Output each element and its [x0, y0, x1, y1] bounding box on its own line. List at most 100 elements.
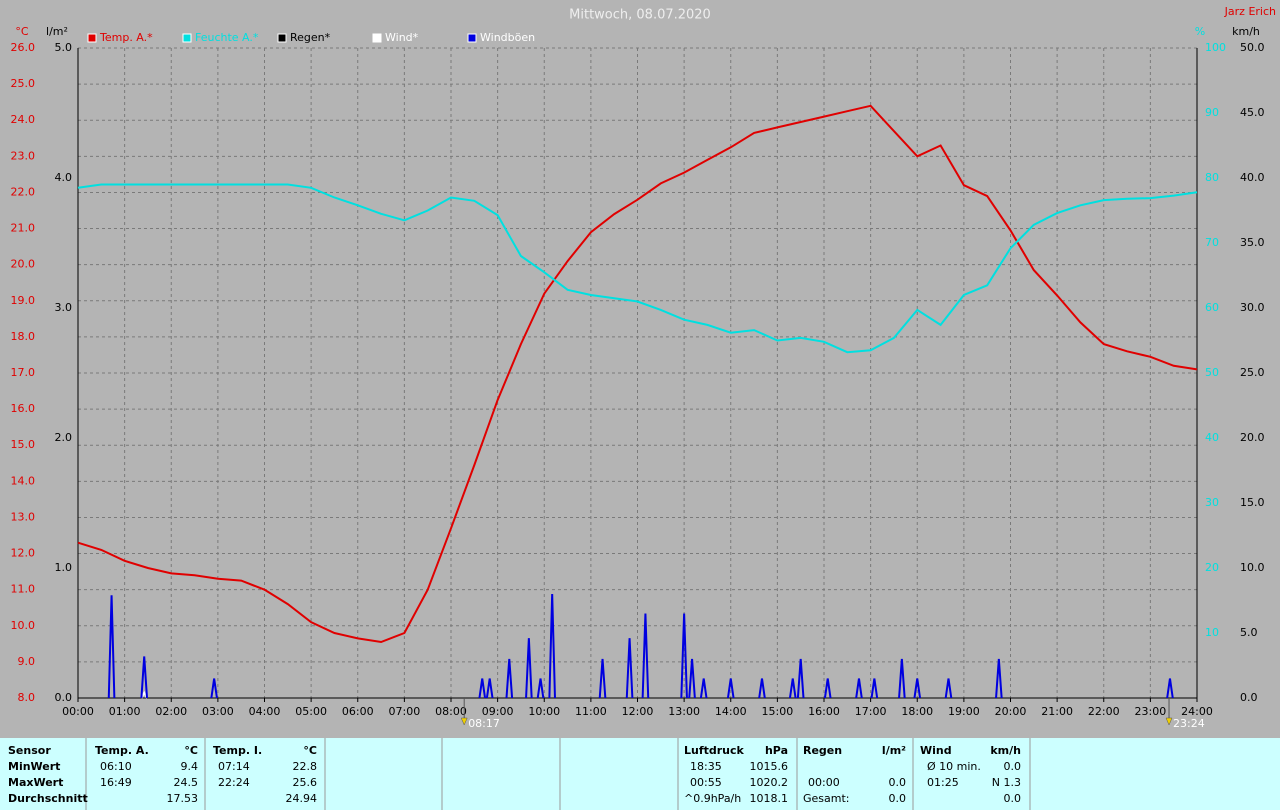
x-tick-label: 17:00 — [855, 705, 887, 718]
x-tick-label: 12:00 — [622, 705, 654, 718]
y-tick-label: 26.0 — [11, 41, 36, 54]
x-tick-label: 21:00 — [1041, 705, 1073, 718]
gust-spike — [625, 638, 634, 699]
y-tick-label: 12.0 — [11, 547, 36, 560]
x-tick-label: 11:00 — [575, 705, 607, 718]
annotation-label: 08:17 — [468, 717, 500, 730]
gust-spike — [548, 593, 556, 699]
legend-swatch — [372, 33, 382, 43]
gust-spike — [788, 678, 797, 699]
stats-cell: 0.0 — [1004, 792, 1022, 805]
y2-tick-label: 5.0 — [55, 41, 73, 54]
stats-cell: 22:24 — [218, 776, 250, 789]
y2-tick-label: 4.0 — [55, 171, 73, 184]
y3-tick-label: 50 — [1205, 366, 1219, 379]
gust-spike — [823, 678, 832, 699]
stats-cell: 00:55 — [690, 776, 722, 789]
y-tick-label: 18.0 — [11, 330, 36, 343]
x-tick-label: 09:00 — [482, 705, 514, 718]
x-tick-label: 04:00 — [249, 705, 281, 718]
x-tick-label: 18:00 — [901, 705, 933, 718]
y-tick-label: 20.0 — [11, 258, 36, 271]
stats-cell: ^0.9hPa/h — [684, 792, 741, 805]
chart-title: Mittwoch, 08.07.2020 — [569, 8, 711, 23]
stats-cell: 24.94 — [286, 792, 318, 805]
y-tick-label: 9.0 — [18, 655, 36, 668]
y2-tick-label: 1.0 — [55, 561, 73, 574]
gust-spike — [525, 638, 533, 699]
legend-label: Feuchte A.* — [195, 31, 259, 44]
gust-spike — [699, 678, 708, 699]
annotation-icon — [1165, 717, 1173, 726]
stats-cell: 25.6 — [293, 776, 318, 789]
y-tick-label: 19.0 — [11, 294, 36, 307]
y-unit: °C — [15, 25, 29, 38]
stats-cell: 00:00 — [808, 776, 840, 789]
y4-tick-label: 40.0 — [1240, 171, 1265, 184]
gust-spike — [598, 658, 607, 699]
y4-unit: km/h — [1232, 25, 1260, 38]
data-line — [77, 183, 1198, 354]
y4-tick-label: 0.0 — [1240, 691, 1258, 704]
legend-label: Wind* — [385, 31, 419, 44]
y4-tick-label: 15.0 — [1240, 496, 1265, 509]
stats-cell: Sensor — [8, 744, 51, 757]
y-tick-label: 14.0 — [11, 474, 36, 487]
stats-cell: Temp. A. — [95, 744, 149, 757]
stats-cell: km/h — [990, 744, 1021, 757]
y2-tick-label: 2.0 — [55, 431, 73, 444]
y-tick-label: 23.0 — [11, 149, 36, 162]
y-tick-label: 17.0 — [11, 366, 36, 379]
legend-swatch — [467, 33, 477, 43]
y4-tick-label: 10.0 — [1240, 561, 1265, 574]
stats-cell: 1015.6 — [750, 760, 789, 773]
x-tick-label: 23:00 — [1135, 705, 1167, 718]
y3-tick-label: 40 — [1205, 431, 1219, 444]
y3-tick-label: 80 — [1205, 171, 1219, 184]
x-tick-label: 19:00 — [948, 705, 980, 718]
stats-cell: 1018.1 — [750, 792, 789, 805]
stats-panel — [0, 738, 1280, 810]
x-tick-label: 01:00 — [109, 705, 141, 718]
gust-spike — [641, 613, 650, 699]
y3-tick-label: 20 — [1205, 561, 1219, 574]
annotation-label: 23:24 — [1173, 717, 1205, 730]
y3-tick-label: 10 — [1205, 626, 1219, 639]
gust-spike — [107, 595, 116, 699]
gust-spike — [688, 658, 696, 699]
legend-label: Regen* — [290, 31, 331, 44]
gust-spike — [855, 678, 863, 699]
x-tick-label: 13:00 — [668, 705, 700, 718]
y-tick-label: 24.0 — [11, 113, 36, 126]
y-tick-label: 11.0 — [11, 583, 36, 596]
stats-cell: Wind — [920, 744, 952, 757]
x-tick-label: 24:00 — [1181, 705, 1213, 718]
x-tick-label: 03:00 — [202, 705, 234, 718]
y4-tick-label: 20.0 — [1240, 431, 1265, 444]
gust-spike — [944, 678, 953, 699]
y-tick-label: 22.0 — [11, 185, 36, 198]
stats-cell: 22.8 — [293, 760, 318, 773]
stats-cell: 1020.2 — [750, 776, 789, 789]
legend-label: Temp. A.* — [99, 31, 153, 44]
y2-tick-label: 3.0 — [55, 301, 73, 314]
legend-swatch — [277, 33, 287, 43]
y2-tick-label: 0.0 — [55, 691, 73, 704]
legend-swatch — [182, 33, 192, 43]
legend-swatch — [87, 33, 97, 43]
stats-cell: 24.5 — [174, 776, 199, 789]
y4-tick-label: 35.0 — [1240, 236, 1265, 249]
data-line — [77, 104, 1198, 644]
stats-cell: 0.0 — [889, 792, 907, 805]
stats-cell: 06:10 — [100, 760, 132, 773]
gust-spike — [680, 613, 688, 699]
y4-tick-label: 30.0 — [1240, 301, 1265, 314]
stats-cell: MinWert — [8, 760, 60, 773]
gust-spike — [478, 678, 487, 699]
stats-cell: Ø 10 min. — [927, 760, 981, 773]
x-tick-label: 10:00 — [528, 705, 560, 718]
stats-cell: 01:25 — [927, 776, 959, 789]
stats-cell: °C — [184, 744, 198, 757]
gust-spike — [536, 678, 545, 699]
